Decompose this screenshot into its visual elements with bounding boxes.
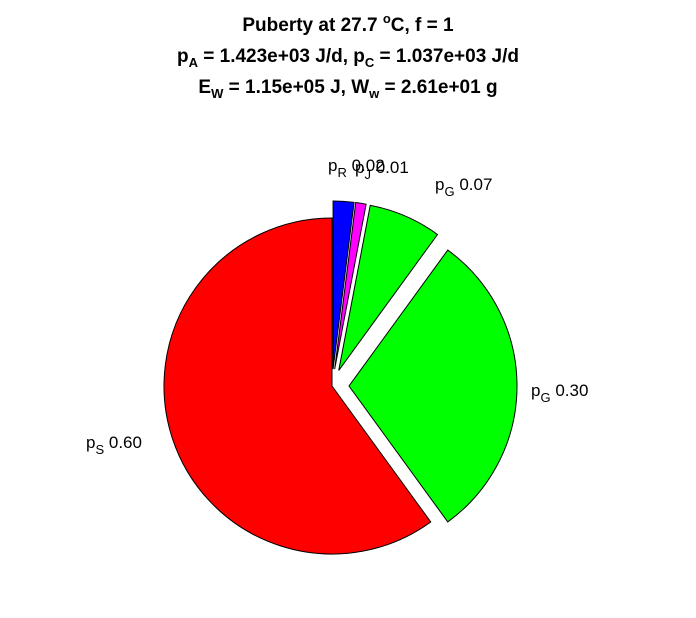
title-line-2: pA = 1.423e+03 J/d, pC = 1.037e+03 J/d — [0, 41, 696, 72]
pie-slice-s-4 — [163, 217, 432, 555]
slice-label-1: pJ 0.01 — [355, 158, 409, 182]
title-segment: C, f = 1 — [390, 15, 454, 36]
slice-label-0: pR 0.02 — [328, 156, 385, 180]
title-segment: = 1.037e+03 J/d — [374, 46, 519, 67]
slice-label-4: pS 0.60 — [86, 433, 142, 457]
chart-title: Puberty at 27.7 oC, f = 1 pA = 1.423e+03… — [0, 10, 696, 103]
slice-label-2: pG 0.07 — [435, 175, 492, 199]
pie-slice-j-1 — [334, 201, 367, 370]
title-segment: = 1.423e+03 J/d, p — [197, 46, 365, 67]
title-line-3: EW = 1.15e+05 J, Ww = 2.61e+01 g — [0, 72, 696, 103]
slice-label-3: pG 0.30 — [531, 381, 588, 405]
pie-slice-r-0 — [332, 200, 355, 370]
title-line-1: Puberty at 27.7 oC, f = 1 — [0, 10, 696, 41]
pie-slice-g-3 — [348, 249, 518, 523]
title-segment: Puberty at 27.7 — [242, 15, 383, 36]
title-segment: o — [382, 11, 391, 26]
title-segment: = 1.15e+05 J, W — [223, 77, 370, 98]
title-segment: C — [364, 55, 375, 70]
title-segment: W — [211, 86, 224, 101]
title-segment: p — [176, 46, 189, 67]
title-segment: A — [188, 55, 198, 70]
title-segment: E — [198, 77, 212, 98]
title-segment: = 2.61e+01 g — [379, 77, 498, 98]
pie-slice-g-2 — [338, 204, 439, 371]
title-segment: w — [369, 86, 380, 101]
